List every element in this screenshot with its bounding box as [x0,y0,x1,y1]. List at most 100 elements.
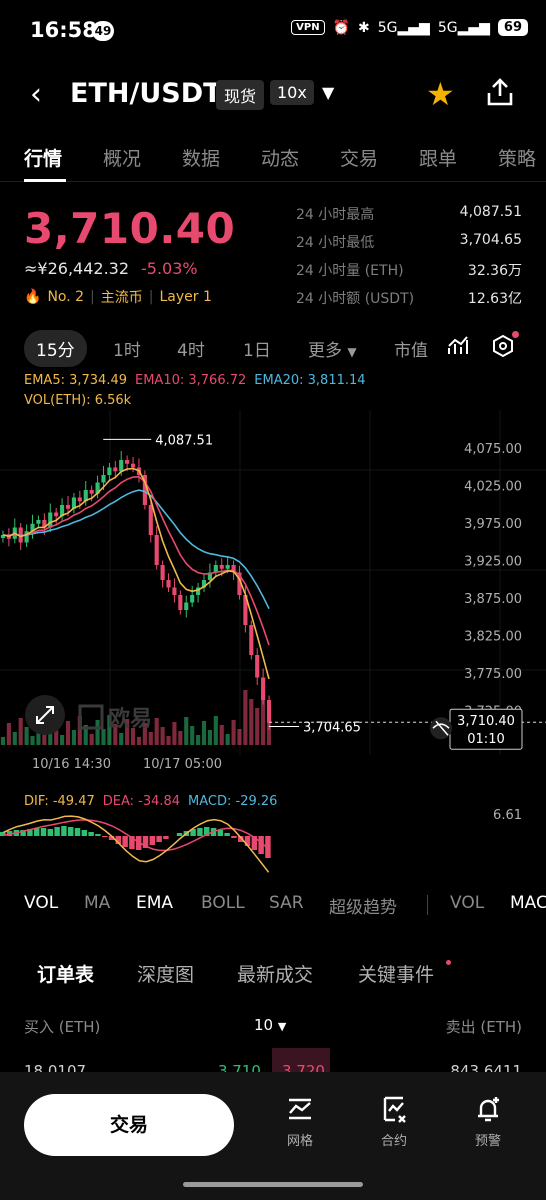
volume-bar [266,703,272,745]
y-tick-label: 3,975.00 [464,517,522,532]
stat-row: 24 小时最高 4,087.51 [296,204,522,232]
y-tick-label: 4,075.00 [464,442,522,457]
interval-1d[interactable]: 1日 [243,341,271,361]
ind-ma[interactable]: MA [84,893,111,913]
depth-selector[interactable]: 10 ▼ [254,1016,287,1034]
grid-icon [289,1098,311,1120]
pair-dropdown-icon[interactable]: ▼ [322,83,335,102]
volume-bar [42,731,47,745]
tab-overview[interactable]: 概况 [103,148,142,170]
contract-button[interactable]: 合约 [364,1094,424,1149]
ind-vol[interactable]: VOL [24,893,59,913]
x-axis-labels: 10/16 14:30 10/17 05:00 [0,757,546,777]
back-icon[interactable]: ‹ [30,77,42,112]
tab-copy[interactable]: 跟单 [419,148,458,170]
vpn-icon: VPN [291,20,325,35]
tab-market[interactable]: 行情 [24,148,63,170]
bluetooth-icon: ✱ [358,19,370,36]
signal-icon-2: 5G▂▄▆ [437,19,490,36]
stat-value: 12.63亿 [467,291,522,307]
interval-15m[interactable]: 15分 [24,330,87,367]
ind-sar[interactable]: SAR [269,893,304,913]
macd-hist-bar [197,828,203,836]
interval-4h[interactable]: 4时 [177,341,205,361]
alarm-icon: ⏰ [332,19,351,36]
tab-strategy[interactable]: 策略 [498,148,537,170]
signal-icon-1: 5G▂▄▆ [377,19,430,36]
divider: | [148,289,154,305]
tab-trades[interactable]: 最新成交 [237,964,314,986]
volume-bar [119,733,124,745]
macd-value: MACD: -29.26 [188,794,278,809]
stat-row: 24 小时最低 3,704.65 [296,232,522,260]
tab-trade[interactable]: 交易 [340,148,379,170]
contract-label: 合约 [380,1134,407,1149]
rank-label[interactable]: No. 2 [47,289,85,305]
volume-bar [6,723,11,745]
tab-depth[interactable]: 深度图 [137,964,195,986]
ind-supertrend[interactable]: 超级趋势 [329,898,397,918]
pair-title[interactable]: ETH/USDT [70,78,222,109]
ema5-value: EMA5: 3,734.49 [24,373,127,388]
candle-body [261,677,266,700]
tab-order-book[interactable]: 订单表 [37,964,95,986]
low-marker-label: 3,704.65 [303,721,361,736]
volume-bar [89,734,94,745]
candle-body [172,587,177,595]
y-tick-label: 3,775.00 [464,667,522,682]
candle-body [107,467,112,475]
ind-sub-macd[interactable]: MACD [510,893,546,913]
candle-body [101,475,106,483]
trade-button[interactable]: 交易 [24,1094,234,1156]
volume-bar [154,718,159,745]
tab-events[interactable]: 关键事件 [358,964,435,986]
volume-bar [184,717,189,745]
volume-bar [12,732,17,745]
candle-body [95,482,100,494]
candle-body [30,523,35,532]
chart-tools-icon[interactable] [446,334,470,363]
category-label[interactable]: 主流币 [100,290,143,306]
interval-bar: 15分 1时 4时 1日 更多 ▼ 市值 [0,330,546,367]
volume-bar [113,724,118,745]
volume-bar [160,727,165,745]
rank-line: 🔥 No. 2 | 主流币 | Layer 1 [24,287,212,307]
battery-icon: 69 [497,19,528,36]
macd-hist-bar [95,834,101,836]
stat-label: 24 小时量 (ETH) [296,263,404,279]
interval-1h[interactable]: 1时 [113,341,141,361]
macd-scale: 6.61 [493,808,522,823]
share-icon[interactable] [484,76,516,112]
fiat-price: ≈¥26,442.32 [24,259,130,278]
market-cap-toggle[interactable]: 市值 [394,341,428,361]
ind-sub-vol[interactable]: VOL [450,893,485,913]
ind-boll[interactable]: BOLL [201,893,245,913]
macd-hist-bar [204,827,210,836]
grid-button[interactable]: 网格 [270,1094,330,1149]
candle-body [184,602,189,610]
macd-hist-bar [102,836,108,837]
alert-button[interactable]: 预警 [458,1094,518,1149]
tab-news[interactable]: 动态 [261,148,300,170]
dif-value: DIF: -49.47 [24,794,95,809]
macd-hist-bar [40,828,47,836]
candle-body [255,655,260,678]
volume-bar [125,719,130,745]
ind-ema[interactable]: EMA [136,893,174,913]
settings-hex-icon[interactable] [491,334,515,363]
price-chart[interactable]: 4,075.00 4,025.00 3,975.00 3,925.00 3,875.00… [0,410,546,755]
order-book-header: 买入 (ETH) 10 ▼ 卖出 (ETH) [0,1016,546,1038]
interval-more[interactable]: 更多 ▼ [308,341,357,361]
volume-bar [249,699,254,745]
tab-data[interactable]: 数据 [182,148,221,170]
volume-bar [0,737,6,745]
divider: | [90,289,95,305]
candle-body [42,520,47,528]
favorite-star-icon[interactable]: ★ [426,75,455,113]
volume-bar [83,725,88,745]
macd-hist-bar [47,829,54,836]
layer-label[interactable]: Layer 1 [159,289,212,305]
ema20-value: EMA20: 3,811.14 [254,373,366,388]
stat-label: 24 小时最高 [296,207,375,223]
candle-body [24,531,29,543]
